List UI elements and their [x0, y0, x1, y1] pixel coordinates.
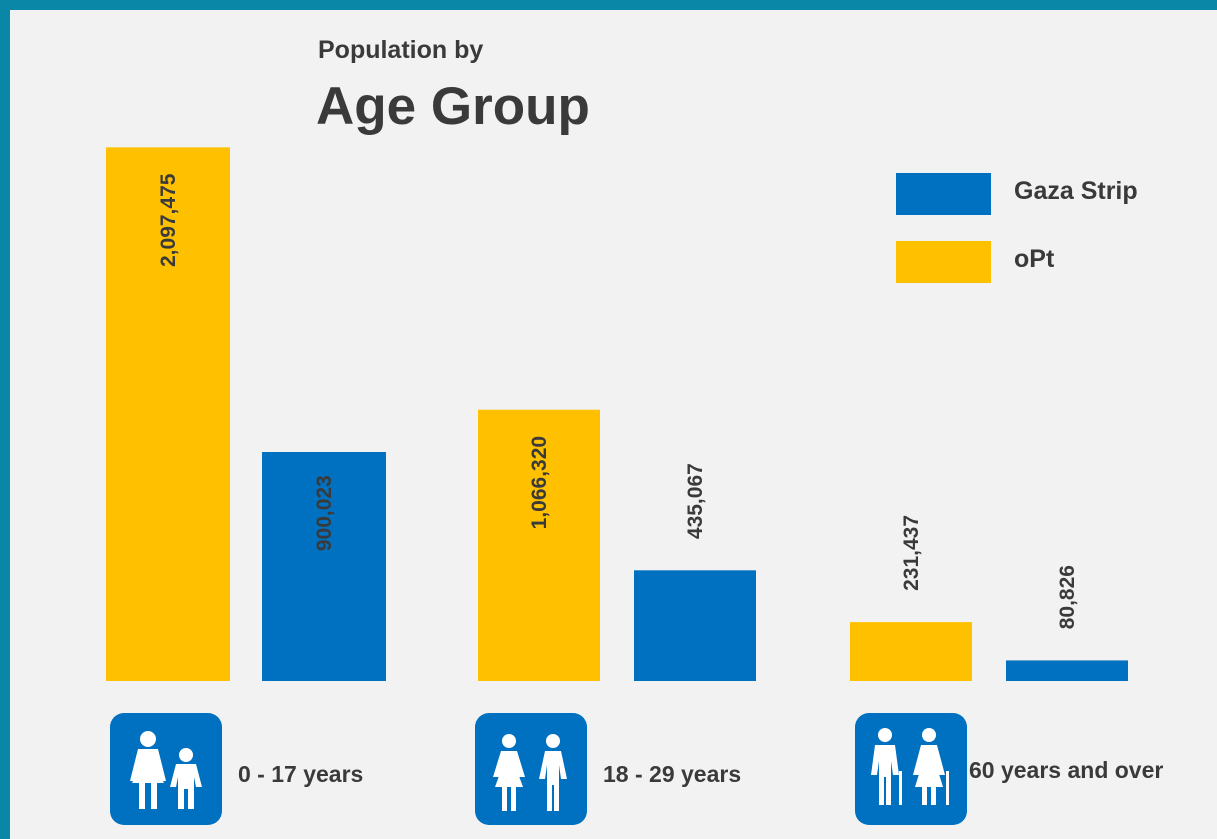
- bar-opt-2: [850, 622, 972, 681]
- bar-opt-0: [106, 147, 230, 681]
- legend-label-opt: oPt: [1014, 245, 1055, 273]
- legend-swatch-opt: [896, 241, 991, 283]
- elderly-couple-icon: [855, 713, 967, 825]
- chart-title: Population by: [318, 36, 484, 64]
- adult-and-child-icon: [110, 713, 222, 825]
- data-label-gaza-strip-2: 80,826: [1056, 565, 1079, 629]
- chart-subtitle: Age Group: [316, 77, 590, 136]
- category-label-60-plus: 60 years and over: [969, 757, 1164, 783]
- data-label-gaza-strip-1: 435,067: [684, 463, 707, 539]
- bar-gaza-strip-0: [262, 452, 386, 681]
- data-label-gaza-strip-0: 900,023: [313, 475, 336, 551]
- bar-gaza-strip-1: [634, 570, 756, 681]
- category-label-18-29: 18 - 29 years: [603, 761, 742, 787]
- data-label-opt-2: 231,437: [900, 515, 923, 591]
- category-label-0-17: 0 - 17 years: [238, 761, 364, 787]
- bar-chart: 2,097,475 900,023 1,066,320 435,067 231,437 8…: [106, 147, 1128, 681]
- data-label-opt-0: 2,097,475: [157, 173, 180, 267]
- legend-swatch-gaza-strip: [896, 173, 991, 215]
- man-and-woman-icon: [475, 713, 587, 825]
- chart-frame: Population by Age Group 2,097,475 900,023…: [10, 10, 1217, 839]
- bar-opt-1: [478, 409, 600, 681]
- legend-label-gaza-strip: Gaza Strip: [1014, 177, 1138, 205]
- data-label-opt-1: 1,066,320: [528, 436, 551, 529]
- bar-gaza-strip-2: [1006, 660, 1128, 681]
